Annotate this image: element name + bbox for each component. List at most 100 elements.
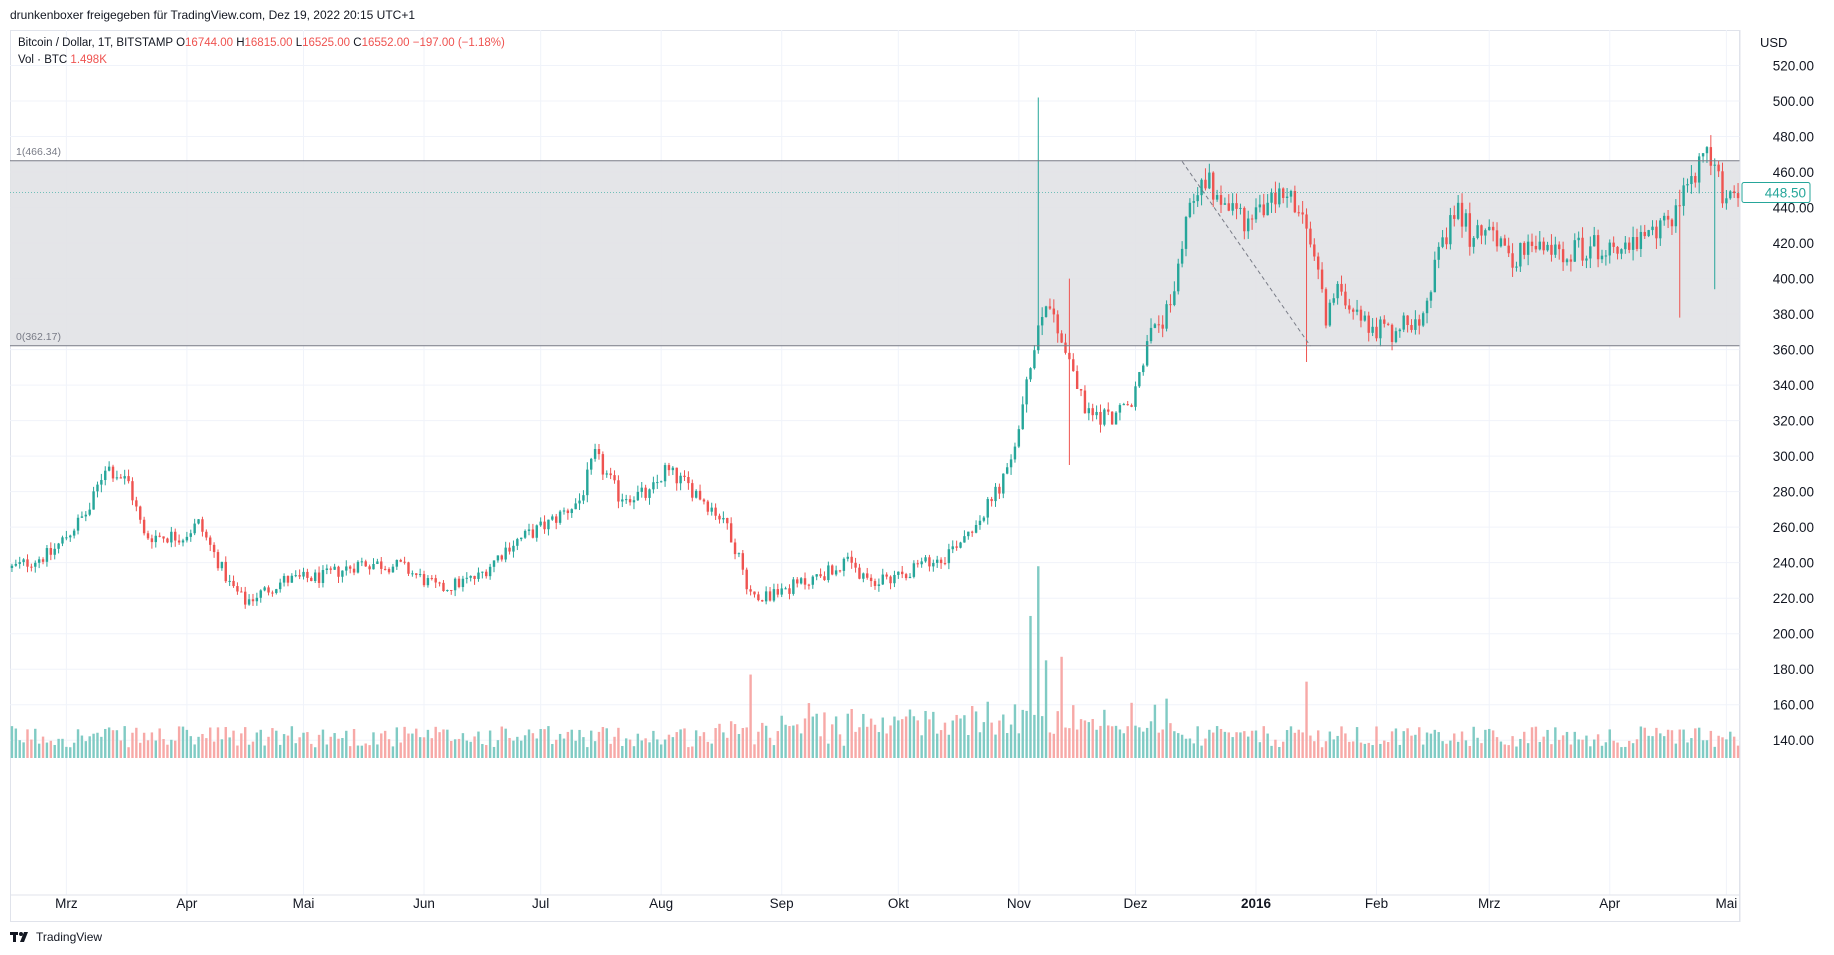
candle-body — [26, 559, 29, 567]
volume-bar — [1316, 730, 1320, 758]
volume-bar — [570, 729, 573, 758]
candle — [675, 467, 678, 491]
candle — [1464, 209, 1468, 232]
volume-bar — [1604, 742, 1608, 758]
volume-bar — [1437, 732, 1440, 758]
candle-body — [422, 574, 426, 586]
volume-bar — [80, 735, 84, 758]
candle — [659, 480, 663, 483]
volume-bar — [220, 739, 224, 758]
high-label: H — [236, 37, 245, 49]
candle — [1375, 317, 1378, 342]
candle-body — [45, 548, 49, 562]
candle — [142, 516, 146, 536]
candle — [100, 473, 103, 493]
candle-body — [209, 537, 212, 545]
candle-body — [201, 519, 204, 532]
candle-body — [450, 589, 453, 591]
candle-body — [1052, 308, 1056, 315]
candle — [974, 520, 978, 534]
fib-zone — [10, 160, 1740, 346]
candle — [333, 563, 336, 570]
candle-body — [1643, 231, 1646, 237]
candle — [753, 591, 756, 598]
candle-body — [1320, 269, 1324, 290]
candle — [10, 563, 14, 573]
volume-bar — [247, 744, 251, 758]
candle — [1126, 401, 1129, 406]
candle-body — [1188, 202, 1192, 217]
candle-body — [679, 475, 682, 484]
candle-body — [951, 546, 954, 550]
volume-bar — [127, 747, 130, 758]
candle-body — [1180, 248, 1184, 264]
candle — [691, 479, 694, 502]
time-tick-label: 2016 — [1241, 896, 1272, 911]
candle — [1309, 221, 1312, 248]
candle — [337, 565, 340, 583]
candle-body — [22, 559, 25, 563]
candle-body — [1079, 388, 1083, 391]
candle — [624, 494, 628, 504]
volume-bar — [96, 732, 99, 758]
price-tick-label: 160.00 — [1773, 698, 1814, 713]
volume-bar — [1258, 742, 1262, 758]
candle — [1075, 365, 1079, 390]
candle — [236, 582, 239, 595]
candle — [1495, 222, 1499, 252]
volume-bar — [1480, 743, 1483, 758]
volume-bar — [34, 728, 37, 758]
candle — [1526, 234, 1530, 266]
candle-body — [298, 575, 301, 577]
candle — [446, 589, 449, 592]
volume-bar — [1281, 741, 1285, 758]
low-value: 16525.00 — [302, 37, 351, 49]
candle-body — [749, 589, 752, 592]
volume-bar — [943, 722, 947, 758]
volume-bar — [675, 732, 678, 758]
volume-bar — [259, 729, 262, 758]
candle — [76, 514, 80, 535]
candle — [1040, 307, 1044, 336]
volume-bar — [201, 733, 204, 758]
candle — [726, 517, 729, 530]
candle-body — [551, 516, 554, 520]
time-tick-label: Jun — [413, 896, 435, 911]
volume-bar — [683, 728, 686, 758]
candle-body — [1383, 319, 1386, 324]
candle-body — [1134, 386, 1137, 407]
candle-body — [465, 577, 469, 579]
candle — [605, 470, 608, 478]
candle-body — [648, 489, 651, 498]
candle — [212, 542, 216, 558]
candle — [1682, 177, 1685, 216]
candle — [846, 552, 849, 562]
candle — [1414, 310, 1417, 335]
candle — [757, 591, 760, 602]
volume-bar — [753, 744, 756, 758]
candle-body — [1336, 283, 1339, 299]
candle — [869, 574, 873, 587]
candle-body — [469, 575, 472, 578]
candle-body — [609, 473, 612, 476]
candle — [1060, 330, 1063, 344]
candle-body — [1729, 191, 1732, 199]
candle — [1402, 312, 1405, 333]
candle-body — [1048, 306, 1052, 309]
volume-bar — [53, 744, 56, 758]
volume-bar — [656, 739, 659, 758]
volume-bar — [271, 728, 274, 758]
candle-body — [356, 561, 360, 573]
candle-body — [605, 473, 608, 475]
candle-body — [1278, 188, 1281, 205]
candle — [955, 540, 958, 551]
volume-bar — [1476, 737, 1479, 758]
candle — [1577, 231, 1580, 248]
footer-brand[interactable]: TradingView — [10, 930, 102, 944]
candle — [737, 552, 741, 558]
candle — [329, 566, 332, 574]
candle — [37, 556, 41, 569]
candle-body — [1149, 327, 1153, 342]
volume-bar — [376, 744, 379, 758]
